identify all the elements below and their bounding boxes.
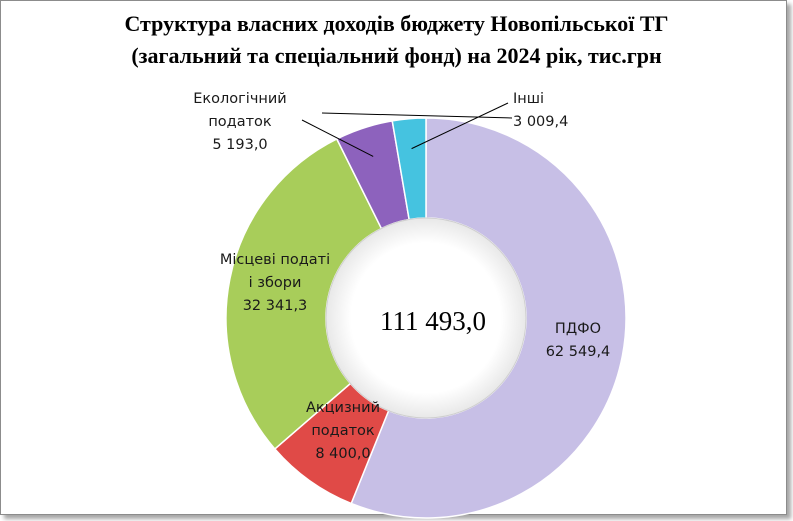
data-label-акцизний-податок: Акцизний податок 8 400,0	[306, 400, 380, 462]
center-total-label: 111 493,0	[380, 306, 486, 336]
data-label-line: 32 341,3	[243, 298, 308, 314]
data-label-екологічний-податок: Екологічний податок 5 193,0	[193, 91, 286, 153]
chart-title-line-1: Структура власних доходів бюджету Новопі…	[124, 11, 669, 36]
data-label-місцеві-податки-і-збори: Місцеві податі і збори 32 341,3	[220, 252, 330, 314]
data-label-line: ПДФО	[555, 321, 601, 337]
data-label-line: Екологічний	[193, 91, 286, 107]
data-label-line: Акцизний	[306, 400, 380, 416]
data-label-line: Інші	[513, 91, 544, 107]
data-label-line: 8 400,0	[315, 446, 370, 462]
doughnut-hole	[325, 217, 527, 419]
leader-line-connector	[321, 112, 513, 119]
leader-line-інші	[411, 102, 509, 150]
data-label-line: 5 193,0	[212, 137, 267, 153]
data-label-пдфо: ПДФО 62 549,4	[546, 321, 611, 360]
data-label-line: податок	[208, 114, 272, 130]
chart-title: Структура власних доходів бюджету Новопі…	[0, 8, 793, 72]
data-label-line: Місцеві податі	[220, 252, 330, 268]
data-label-інші: Інші 3 009,4	[513, 91, 568, 130]
data-label-line: 3 009,4	[513, 114, 568, 130]
data-label-line: і збори	[249, 275, 302, 291]
data-label-line: податок	[311, 423, 375, 439]
chart-title-line-2: (загальний та спеціальний фонд) на 2024 …	[131, 43, 662, 68]
data-label-line: 62 549,4	[546, 344, 611, 360]
leader-line-екологічний-податок	[301, 119, 374, 157]
